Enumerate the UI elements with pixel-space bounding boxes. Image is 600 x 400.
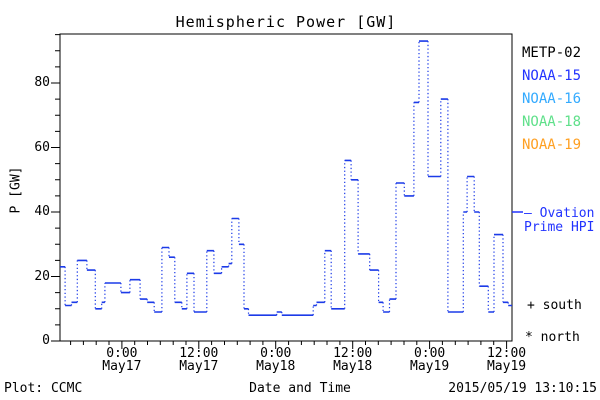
chart-title: Hemispheric Power [GW]	[175, 13, 397, 31]
legend-item-noaa-15: NOAA-15	[522, 68, 582, 84]
x-tick-label: 0:00 May17	[84, 347, 160, 373]
legend-item-metp-02: METP-02	[522, 45, 582, 61]
x-axis-title: Date and Time	[249, 381, 351, 396]
y-tick-label: 40	[34, 204, 50, 219]
south-marker-label: + south	[527, 298, 582, 313]
x-tick-label: 12:00 May19	[469, 347, 545, 373]
hpi-step-line-horizontal	[60, 40, 512, 316]
north-marker-label: * north	[525, 330, 580, 345]
x-tick-date: May17	[179, 359, 219, 374]
x-tick-label: 0:00 May18	[238, 347, 314, 373]
legend-item-noaa-18: NOAA-18	[522, 114, 582, 130]
x-tick-label: 12:00 May18	[315, 347, 391, 373]
x-tick-label: 12:00 May17	[161, 347, 237, 373]
axis-ticks	[51, 34, 508, 349]
x-tick-time: 0:00	[413, 346, 446, 361]
x-tick-time: 12:00	[333, 346, 373, 361]
ovation-label-line1: — Ovation	[524, 206, 595, 221]
y-tick-label: 80	[34, 75, 50, 91]
x-tick-time: 0:00	[260, 346, 292, 361]
x-tick-date: May19	[486, 359, 527, 374]
legend-item-noaa-16: NOAA-16	[522, 91, 582, 107]
x-tick-date: May18	[333, 359, 373, 374]
y-tick-label: 20	[34, 268, 50, 284]
x-tick-date: May17	[102, 359, 142, 374]
legend-item-noaa-19: NOAA-19	[522, 137, 582, 153]
y-tick-label: 60	[34, 139, 50, 155]
plot-frame	[59, 33, 513, 342]
x-tick-label: 0:00 May19	[392, 347, 468, 373]
x-tick-time: 0:00	[106, 346, 138, 361]
ovation-prime-hpi-label: — Ovation Prime HPI	[524, 207, 600, 235]
ovation-label-line2: Prime HPI	[524, 220, 595, 235]
x-tick-date: May18	[256, 359, 296, 374]
x-tick-time: 12:00	[179, 346, 219, 361]
hpi-step-line-vertical	[64, 41, 509, 316]
y-tick-label: 0	[42, 333, 50, 348]
plot-credit: Plot: CCMC	[4, 381, 83, 396]
x-tick-date: May19	[410, 359, 450, 374]
x-tick-time: 12:00	[486, 346, 527, 361]
timestamp: 2015/05/19 13:10:15	[448, 381, 597, 396]
